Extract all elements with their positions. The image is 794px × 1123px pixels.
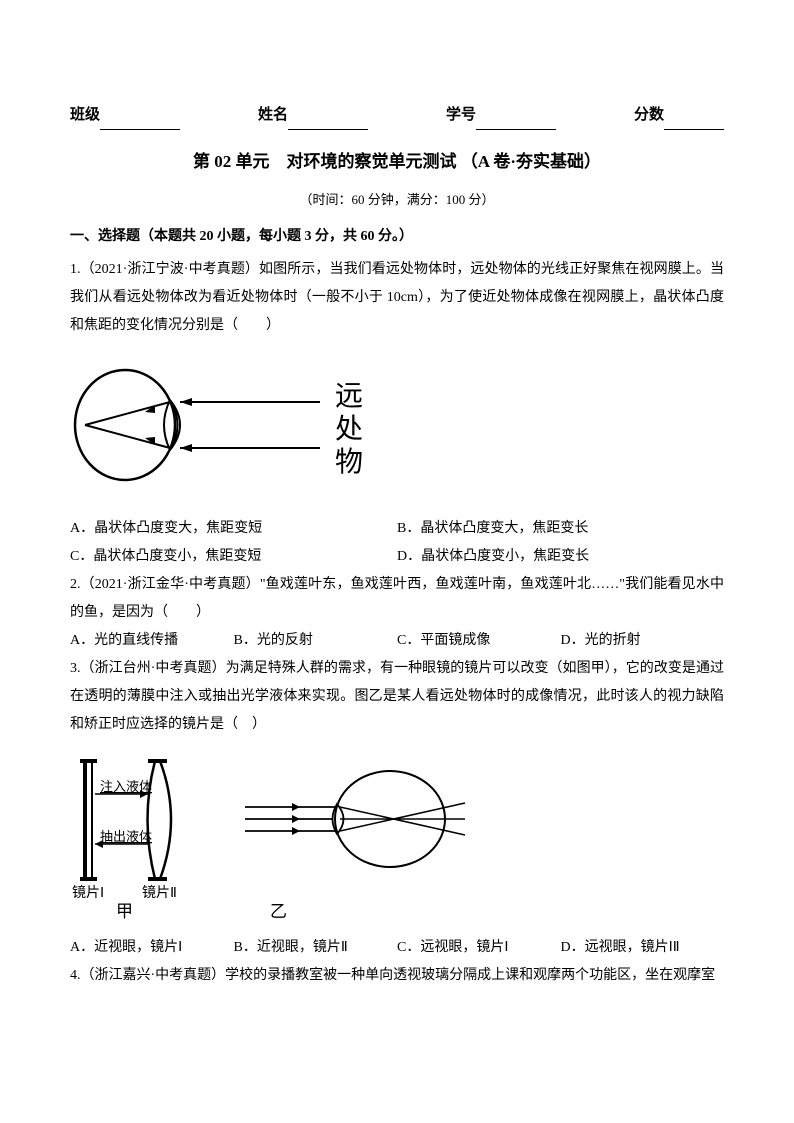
q2-option-c: C．平面镜成像 — [397, 627, 561, 655]
fig-lens2-label: 镜片Ⅱ — [142, 885, 177, 901]
q1-option-b: B．晶状体凸度变大，焦距变长 — [397, 515, 724, 543]
name-label: 姓名 — [258, 100, 288, 130]
question-3-figure: 注入液体 抽出液体 镜片Ⅰ 镜片Ⅱ 甲 乙 — [70, 749, 724, 924]
q2-option-b: B．光的反射 — [234, 627, 398, 655]
header-fields: 班级 姓名 学号 分数 — [70, 100, 724, 130]
score-underline — [664, 112, 724, 130]
fig-extract-label: 抽出液体 — [100, 829, 152, 844]
name-field: 姓名 — [258, 100, 368, 130]
id-underline — [476, 112, 556, 130]
class-field: 班级 — [70, 100, 180, 130]
fig-lens1-label: 镜片Ⅰ — [72, 885, 104, 901]
section-header: 一、选择题（本题共 20 小题，每小题 3 分，共 60 分。） — [70, 223, 724, 251]
q3-option-a: A．近视眼，镜片Ⅰ — [70, 934, 234, 962]
question-3-text: 3.（浙江台州·中考真题）为满足特殊人群的需求，有一种眼镜的镜片可以改变（如图甲… — [70, 655, 724, 739]
q3-option-c: C．远视眼，镜片Ⅰ — [397, 934, 561, 962]
fig-label-place: 处 — [335, 413, 363, 445]
q2-option-d: D．光的折射 — [561, 627, 725, 655]
question-1-figure: 远 处 物 — [70, 350, 724, 505]
class-underline — [100, 112, 180, 130]
question-1-text: 1.（2021·浙江宁波·中考真题）如图所示，当我们看远处物体时，远处物体的光线… — [70, 256, 724, 340]
id-label: 学号 — [446, 100, 476, 130]
q1-option-a: A．晶状体凸度变大，焦距变短 — [70, 515, 397, 543]
fig-inject-label: 注入液体 — [100, 779, 152, 794]
question-2-options: A．光的直线传播 B．光的反射 C．平面镜成像 D．光的折射 — [70, 627, 724, 655]
fig-label-object: 物 — [335, 446, 363, 478]
eye-diagram-icon: 远 处 物 — [70, 350, 390, 505]
page-subtitle: （时间：60 分钟，满分：100 分） — [70, 187, 724, 213]
score-field: 分数 — [634, 100, 724, 130]
fig-jia-label: 甲 — [116, 902, 133, 921]
q1-option-d: D．晶状体凸度变小，焦距变长 — [397, 543, 724, 571]
class-label: 班级 — [70, 100, 100, 130]
fig-yi-label: 乙 — [270, 902, 287, 921]
question-3-options: A．近视眼，镜片Ⅰ B．近视眼，镜片Ⅱ C．远视眼，镜片Ⅰ D．远视眼，镜片ⅠⅡ — [70, 934, 724, 962]
fig-label-far: 远 — [335, 381, 363, 412]
question-1-options: A．晶状体凸度变大，焦距变短 B．晶状体凸度变大，焦距变长 C．晶状体凸度变小，… — [70, 515, 724, 571]
q2-option-a: A．光的直线传播 — [70, 627, 234, 655]
question-4-text: 4.（浙江嘉兴·中考真题）学校的录播教室被一种单向透视玻璃分隔成上课和观摩两个功… — [70, 962, 724, 990]
name-underline — [288, 112, 368, 130]
q1-option-c: C．晶状体凸度变小，焦距变短 — [70, 543, 397, 571]
question-2-text: 2.（2021·浙江金华·中考真题）"鱼戏莲叶东，鱼戏莲叶西，鱼戏莲叶南，鱼戏莲… — [70, 571, 724, 627]
score-label: 分数 — [634, 100, 664, 130]
q3-option-b: B．近视眼，镜片Ⅱ — [234, 934, 398, 962]
lens-eye-diagram-icon: 注入液体 抽出液体 镜片Ⅰ 镜片Ⅱ 甲 乙 — [70, 749, 490, 924]
id-field: 学号 — [446, 100, 556, 130]
page-title: 第 02 单元 对环境的察觉单元测试 （A 卷·夯实基础） — [70, 145, 724, 179]
q3-option-d: D．远视眼，镜片ⅠⅡ — [561, 934, 725, 962]
